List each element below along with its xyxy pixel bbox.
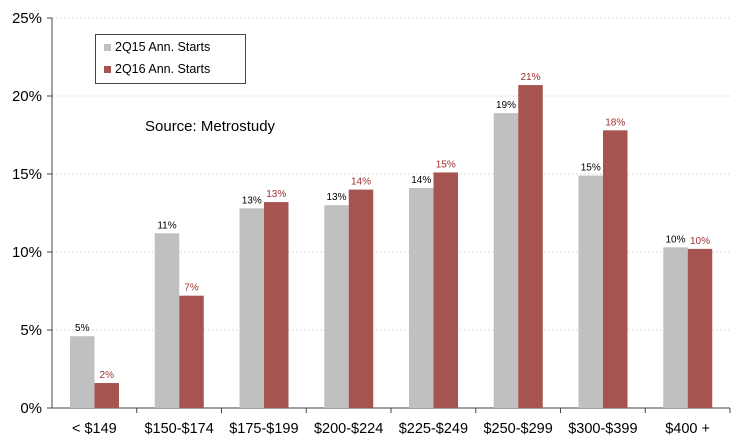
data-label: 5%: [75, 323, 90, 334]
legend-label-2q16: 2Q16 Ann. Starts: [115, 62, 211, 76]
y-tick-label: 25%: [12, 10, 42, 27]
bar-2q16: [264, 202, 289, 408]
data-label: 10%: [665, 234, 685, 245]
bar-2q15: [324, 205, 349, 408]
data-label: 14%: [351, 177, 371, 188]
x-tick-label: $250-$299: [483, 421, 552, 437]
data-label: 11%: [157, 220, 176, 231]
bar-2q16: [433, 172, 458, 408]
x-tick-label: $150-$174: [144, 421, 213, 437]
data-label: 13%: [326, 192, 346, 203]
bar-2q15: [409, 188, 434, 408]
data-label: 18%: [605, 117, 625, 128]
data-label: 10%: [690, 236, 710, 247]
data-label: 7%: [184, 283, 199, 294]
bar-2q16: [94, 383, 119, 408]
data-label: 21%: [520, 72, 540, 83]
data-label: 2%: [100, 370, 115, 381]
data-label: 15%: [581, 163, 601, 174]
y-tick-label: 15%: [12, 166, 42, 183]
bar-2q16: [348, 189, 374, 408]
x-tick-label: $300-$399: [568, 421, 637, 437]
legend: 2Q15 Ann. Starts 2Q16 Ann. Starts: [95, 34, 246, 84]
data-label: 13%: [242, 195, 262, 206]
x-tick-label: $400 +: [665, 421, 710, 437]
bar-2q15: [578, 175, 603, 408]
legend-item-2q16: 2Q16 Ann. Starts: [104, 62, 210, 76]
data-label: 19%: [496, 100, 516, 111]
data-label: 13%: [266, 189, 286, 200]
legend-swatch-2q16: [104, 65, 111, 73]
legend-swatch-2q15: [104, 43, 111, 51]
x-tick-label: $200-$224: [314, 421, 383, 437]
bar-2q16: [179, 295, 204, 408]
source-annotation: Source: Metrostudy: [145, 118, 276, 135]
bar-2q15: [663, 247, 688, 408]
data-label: 15%: [436, 159, 456, 170]
bar-2q15: [70, 336, 95, 408]
y-tick-label: 20%: [12, 88, 42, 105]
legend-label-2q15: 2Q15 Ann. Starts: [115, 40, 211, 54]
y-tick-label: 0%: [20, 400, 42, 417]
bar-2q15: [154, 233, 180, 408]
x-tick-label: $225-$249: [399, 421, 468, 437]
data-label: 14%: [411, 175, 431, 186]
y-tick-label: 5%: [20, 322, 42, 339]
y-tick-label: 10%: [12, 244, 42, 261]
x-tick-label: < $149: [72, 421, 117, 437]
legend-item-2q15: 2Q15 Ann. Starts: [104, 40, 210, 54]
bar-2q15: [493, 113, 519, 408]
bar-2q16: [687, 248, 713, 408]
bar-2q16: [603, 130, 628, 408]
bar-2q16: [518, 85, 543, 408]
x-tick-label: $175-$199: [229, 421, 298, 437]
bar-2q15: [239, 208, 264, 408]
